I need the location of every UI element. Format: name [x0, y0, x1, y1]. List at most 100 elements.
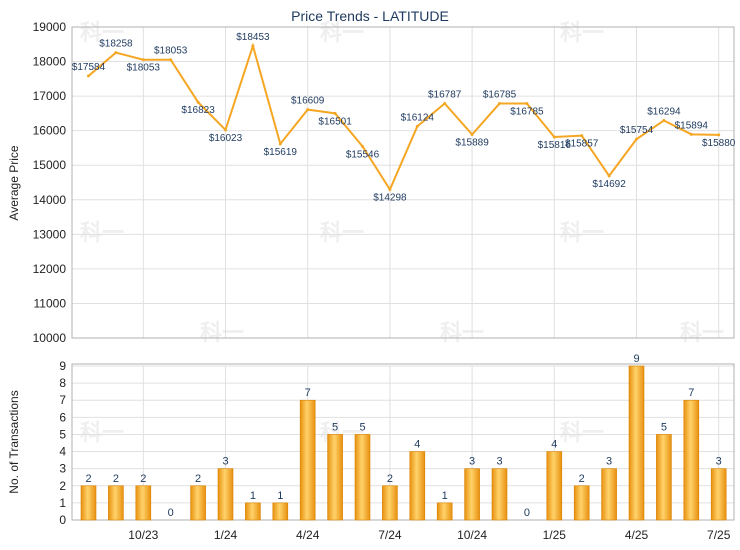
price-point [196, 100, 200, 104]
transaction-bar [327, 434, 343, 521]
price-point [169, 58, 173, 62]
transactions-y-ticks: 0 1 2 3 4 5 6 7 8 9 [59, 359, 66, 527]
transaction-value-label: 5 [332, 421, 338, 433]
transaction-bar [628, 365, 645, 521]
price-y-tick: 15000 [33, 158, 67, 172]
transactions-y-axis-label: No. of Transactions [7, 390, 21, 493]
transaction-value-label: 3 [496, 456, 502, 468]
price-data-label: $15889 [455, 138, 489, 149]
transaction-bar [354, 434, 371, 521]
svg-text:科一: 科一 [680, 320, 724, 345]
price-data-label: $15880 [702, 138, 736, 149]
transaction-value-label: 2 [195, 473, 201, 485]
x-tick-label: 7/25 [707, 528, 731, 542]
transaction-bar [464, 468, 480, 521]
transaction-bar [245, 502, 261, 521]
transaction-value-label: 3 [222, 456, 228, 468]
transactions-y-tick: 5 [59, 427, 66, 441]
transaction-value-label: 2 [579, 473, 585, 485]
price-data-label: $17584 [72, 62, 106, 73]
svg-text:科一: 科一 [80, 20, 124, 45]
transactions-y-tick: 6 [59, 410, 66, 424]
svg-text:科一: 科一 [440, 320, 484, 345]
price-point [415, 124, 419, 128]
svg-text:科一: 科一 [560, 220, 604, 245]
transaction-value-label: 1 [250, 490, 256, 502]
price-point [717, 133, 721, 137]
price-line [87, 42, 719, 192]
transaction-bar [491, 468, 508, 521]
price-data-label: $16785 [510, 107, 544, 118]
transaction-bar [299, 399, 316, 521]
price-data-label: $18053 [154, 46, 188, 57]
price-data-label: $15754 [620, 125, 654, 136]
price-y-tick: 16000 [33, 124, 67, 138]
transaction-bar [546, 451, 563, 521]
price-grid [72, 26, 734, 339]
transaction-bar [272, 502, 289, 521]
transaction-value-label: 3 [606, 456, 612, 468]
transaction-bars [80, 365, 727, 521]
transactions-y-tick: 3 [59, 462, 66, 476]
transaction-bar [190, 485, 206, 521]
price-y-tick: 19000 [33, 20, 67, 34]
transactions-y-tick: 4 [59, 445, 66, 459]
transaction-bar [409, 451, 426, 521]
price-point [498, 102, 501, 106]
transaction-value-label: 3 [469, 456, 475, 468]
price-point [114, 51, 118, 55]
price-point [306, 108, 310, 112]
price-point [251, 44, 255, 48]
transactions-y-tick: 0 [59, 513, 66, 527]
svg-text:科一: 科一 [80, 420, 124, 445]
transaction-value-label: 2 [85, 473, 91, 485]
x-tick-label: 10/24 [457, 528, 487, 542]
price-point [87, 74, 90, 78]
price-data-label: $14298 [373, 192, 407, 203]
transaction-value-label: 1 [442, 490, 448, 502]
svg-text:科一: 科一 [320, 20, 364, 45]
transaction-bar [656, 434, 672, 521]
price-point [635, 137, 638, 141]
transaction-bar [135, 485, 152, 521]
price-y-tick: 11000 [34, 296, 67, 310]
price-y-ticks: 10000 11000 12000 13000 14000 15000 16000 17000… [33, 20, 67, 345]
price-point [525, 102, 529, 106]
price-data-label: $15894 [675, 120, 709, 131]
price-data-label: $16023 [209, 133, 243, 144]
transaction-value-label: 2 [140, 473, 146, 485]
price-data-label: $16823 [181, 105, 215, 116]
price-y-axis-label: Average Price [7, 145, 21, 220]
chart-title: Price Trends - LATITUDE [291, 8, 449, 24]
transaction-value-labels: 2 2 2 0 2 3 1 1 7 5 5 2 4 1 3 3 0 4 2 3 9 5 7 3 [85, 353, 721, 519]
price-point [470, 133, 474, 137]
transactions-y-tick: 8 [59, 376, 66, 390]
transaction-bar [710, 468, 727, 521]
transaction-bar [601, 468, 617, 521]
price-y-tick: 14000 [33, 193, 67, 207]
x-tick-label: 4/25 [625, 528, 649, 542]
price-point [552, 135, 556, 139]
price-y-tick: 18000 [33, 55, 67, 69]
transaction-value-label: 7 [688, 387, 694, 399]
price-data-label: $16785 [483, 90, 517, 101]
transaction-value-label: 3 [716, 456, 722, 468]
price-data-label: $18453 [236, 32, 270, 43]
transactions-y-tick: 7 [59, 393, 66, 407]
price-data-label: $16294 [647, 107, 681, 118]
transaction-value-label: 4 [414, 439, 420, 451]
price-data-label: $14692 [592, 179, 626, 190]
price-data-label: $16609 [291, 96, 325, 107]
transactions-plot-frame [71, 363, 735, 521]
svg-text:科一: 科一 [80, 220, 124, 245]
price-point [689, 132, 693, 136]
svg-text:科一: 科一 [200, 320, 244, 345]
price-point [278, 142, 282, 146]
price-point [607, 174, 611, 178]
price-point [141, 58, 145, 62]
transactions-y-tick: 9 [59, 359, 66, 373]
x-tick-label: 1/25 [543, 528, 567, 542]
price-data-label: $15546 [346, 149, 380, 160]
transaction-value-label: 4 [551, 439, 557, 451]
svg-text:科一: 科一 [560, 20, 604, 45]
